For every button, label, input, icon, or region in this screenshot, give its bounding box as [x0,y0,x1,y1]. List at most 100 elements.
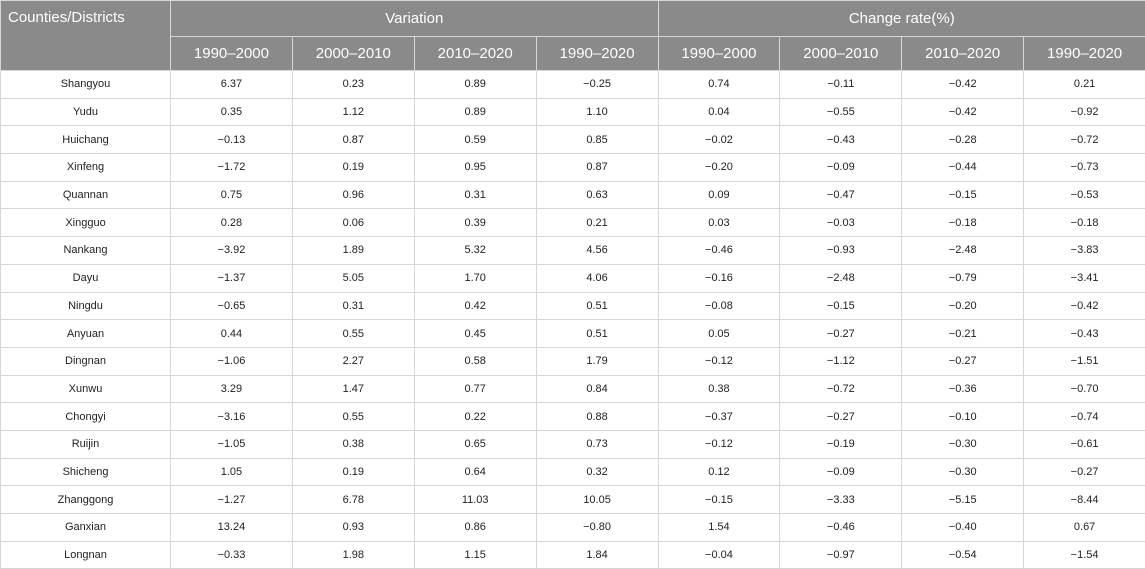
value-cell: −1.51 [1023,346,1145,376]
table-row: Huichang −0.13 0.87 0.59 0.85 −0.02 −0.43 −0.28… [0,125,1145,155]
value-cell: 0.19 [291,153,415,182]
county-name-cell: Ganxian [0,513,171,542]
value-cell: −0.65 [170,291,293,321]
value-cell: −0.28 [901,125,1025,155]
value-cell: 10.05 [535,485,659,514]
value-cell: 0.09 [657,180,781,210]
value-cell: 0.74 [657,70,781,99]
value-cell: −0.03 [779,208,903,238]
header-year-variation-2000-2010: 2000–2010 [291,36,415,71]
value-cell: 1.10 [535,97,659,127]
value-cell: 0.85 [535,125,659,155]
header-year-rate-2010-2020: 2010–2020 [901,36,1025,71]
value-cell: 0.87 [535,153,659,182]
county-name-cell: Zhanggong [0,485,171,514]
table-body: Shangyou 6.37 0.23 0.89 −0.25 0.74 −0.11 −0.42 0… [0,70,1145,569]
value-cell: −3.41 [1023,263,1145,293]
value-cell: 0.73 [535,429,659,459]
value-cell: 0.95 [413,153,537,182]
value-cell: 0.23 [291,70,415,99]
value-cell: −0.16 [657,263,781,293]
value-cell: −0.19 [779,429,903,459]
value-cell: −0.43 [779,125,903,155]
county-name-cell: Dingnan [0,346,171,376]
value-cell: 0.31 [291,291,415,321]
value-cell: −0.10 [901,402,1025,431]
county-name-cell: Anyuan [0,319,171,348]
value-cell: 0.21 [1023,70,1145,99]
table-row: Chongyi −3.16 0.55 0.22 0.88 −0.37 −0.27 −0.10−… [0,402,1145,431]
value-cell: 5.32 [413,236,537,265]
value-cell: −2.48 [901,236,1025,265]
value-cell: −0.25 [535,70,659,99]
table-row: Longnan −0.33 1.98 1.15 1.84 −0.04 −0.97 −0.54−… [0,540,1145,569]
value-cell: −8.44 [1023,485,1145,514]
table-row: Shicheng 1.05 0.19 0.64 0.32 0.12 −0.09 −0.30 −0… [0,457,1145,487]
value-cell: −3.16 [170,402,293,431]
value-cell: 1.84 [535,540,659,569]
value-cell: 1.54 [657,513,781,542]
value-cell: −0.30 [901,429,1025,459]
header-variation: Variation [170,0,659,37]
county-name-cell: Xinfeng [0,153,171,182]
value-cell: −0.09 [779,457,903,487]
value-cell: −5.15 [901,485,1025,514]
value-cell: 0.67 [1023,513,1145,542]
value-cell: −1.06 [170,346,293,376]
value-cell: 1.70 [413,263,537,293]
value-cell: −0.33 [170,540,293,569]
county-name-cell: Chongyi [0,402,171,431]
value-cell: −0.72 [779,374,903,404]
value-cell: 0.55 [291,402,415,431]
header-group-row: Counties/Districts Variation Change rate… [0,0,1145,71]
value-cell: −0.15 [779,291,903,321]
county-name-cell: Dayu [0,263,171,293]
county-name-cell: Yudu [0,97,171,127]
value-cell: 0.28 [170,208,293,238]
value-cell: −0.47 [779,180,903,210]
value-cell: 0.93 [291,513,415,542]
value-cell: 0.45 [413,319,537,348]
value-cell: 2.27 [291,346,415,376]
county-name-cell: Quannan [0,180,171,210]
value-cell: −0.27 [779,319,903,348]
value-cell: 0.51 [535,319,659,348]
value-cell: −0.74 [1023,402,1145,431]
value-cell: 0.89 [413,70,537,99]
value-cell: 13.24 [170,513,293,542]
value-cell: 0.55 [291,319,415,348]
table-row: Ningdu −0.65 0.31 0.42 0.51 −0.08 −0.15 −0.20 −0… [0,291,1145,321]
value-cell: −3.83 [1023,236,1145,265]
value-cell: 4.56 [535,236,659,265]
value-cell: 0.22 [413,402,537,431]
header-year-row: 1990–2000 2000–2010 2010–2020 1990–2020 … [1,36,1145,71]
value-cell: −0.27 [779,402,903,431]
value-cell: −0.97 [779,540,903,569]
value-cell: 3.29 [170,374,293,404]
value-cell: 0.58 [413,346,537,376]
value-cell: −0.46 [657,236,781,265]
header-year-variation-2010-2020: 2010–2020 [413,36,537,71]
value-cell: −0.13 [170,125,293,155]
county-name-cell: Longnan [0,540,171,569]
value-cell: 0.63 [535,180,659,210]
value-cell: −0.93 [779,236,903,265]
value-cell: −0.04 [657,540,781,569]
value-cell: 5.05 [291,263,415,293]
value-cell: 0.87 [291,125,415,155]
value-cell: −0.61 [1023,429,1145,459]
value-cell: 1.12 [291,97,415,127]
value-cell: 0.65 [413,429,537,459]
value-cell: −0.46 [779,513,903,542]
value-cell: 0.12 [657,457,781,487]
value-cell: −0.18 [901,208,1025,238]
value-cell: −0.42 [1023,291,1145,321]
header-year-variation-1990-2020: 1990–2020 [535,36,659,71]
value-cell: 0.77 [413,374,537,404]
value-cell: 0.06 [291,208,415,238]
value-cell: −1.27 [170,485,293,514]
value-cell: −0.09 [779,153,903,182]
value-cell: 0.84 [535,374,659,404]
value-cell: −0.79 [901,263,1025,293]
value-cell: −3.33 [779,485,903,514]
